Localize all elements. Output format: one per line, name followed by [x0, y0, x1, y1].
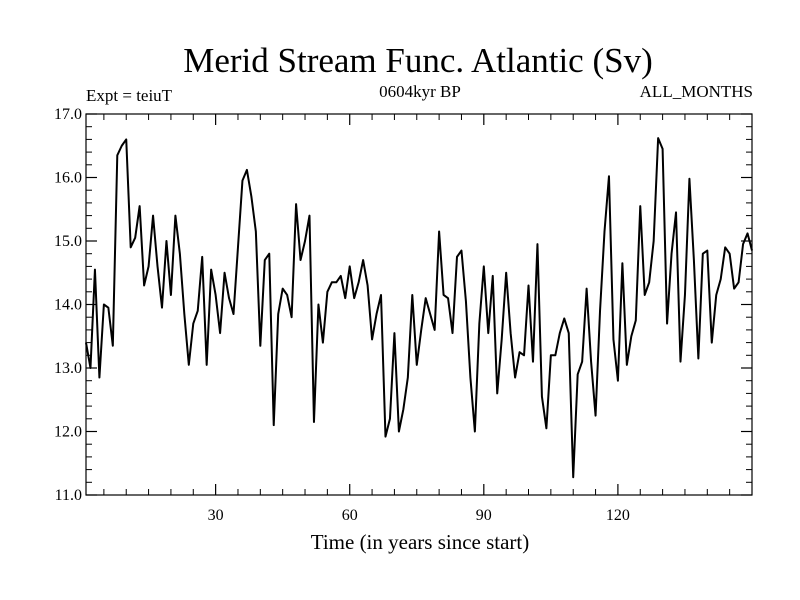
y-tick-label: 15.0 — [54, 233, 82, 250]
plot-frame — [85, 113, 753, 496]
x-tick-labels: 30 60 90 120 — [208, 507, 630, 524]
subtitle-right: ALL_MONTHS — [640, 82, 753, 101]
y-tick-label: 16.0 — [54, 170, 82, 187]
x-tick-label: 30 — [208, 507, 224, 524]
x-axis-label: Time (in years since start) — [311, 530, 530, 554]
y-tick-label: 11.0 — [55, 487, 82, 504]
series-line — [85, 137, 753, 479]
y-tick-labels: 11.0 12.0 13.0 14.0 15.0 16.0 17.0 — [54, 106, 82, 504]
x-tick-label: 90 — [476, 507, 492, 524]
y-tick-label: 13.0 — [54, 360, 82, 377]
x-tick-label: 60 — [342, 507, 358, 524]
y-tick-label: 14.0 — [54, 297, 82, 314]
axis-ticks — [86, 113, 752, 496]
subtitle-left: Expt = teiuT — [86, 86, 173, 105]
chart-title: Merid Stream Func. Atlantic (Sv) — [183, 41, 653, 80]
subtitle-center: 0604kyr BP — [379, 82, 461, 101]
y-tick-label: 12.0 — [54, 424, 82, 441]
y-tick-label: 17.0 — [54, 106, 82, 123]
x-tick-label: 120 — [606, 507, 630, 524]
